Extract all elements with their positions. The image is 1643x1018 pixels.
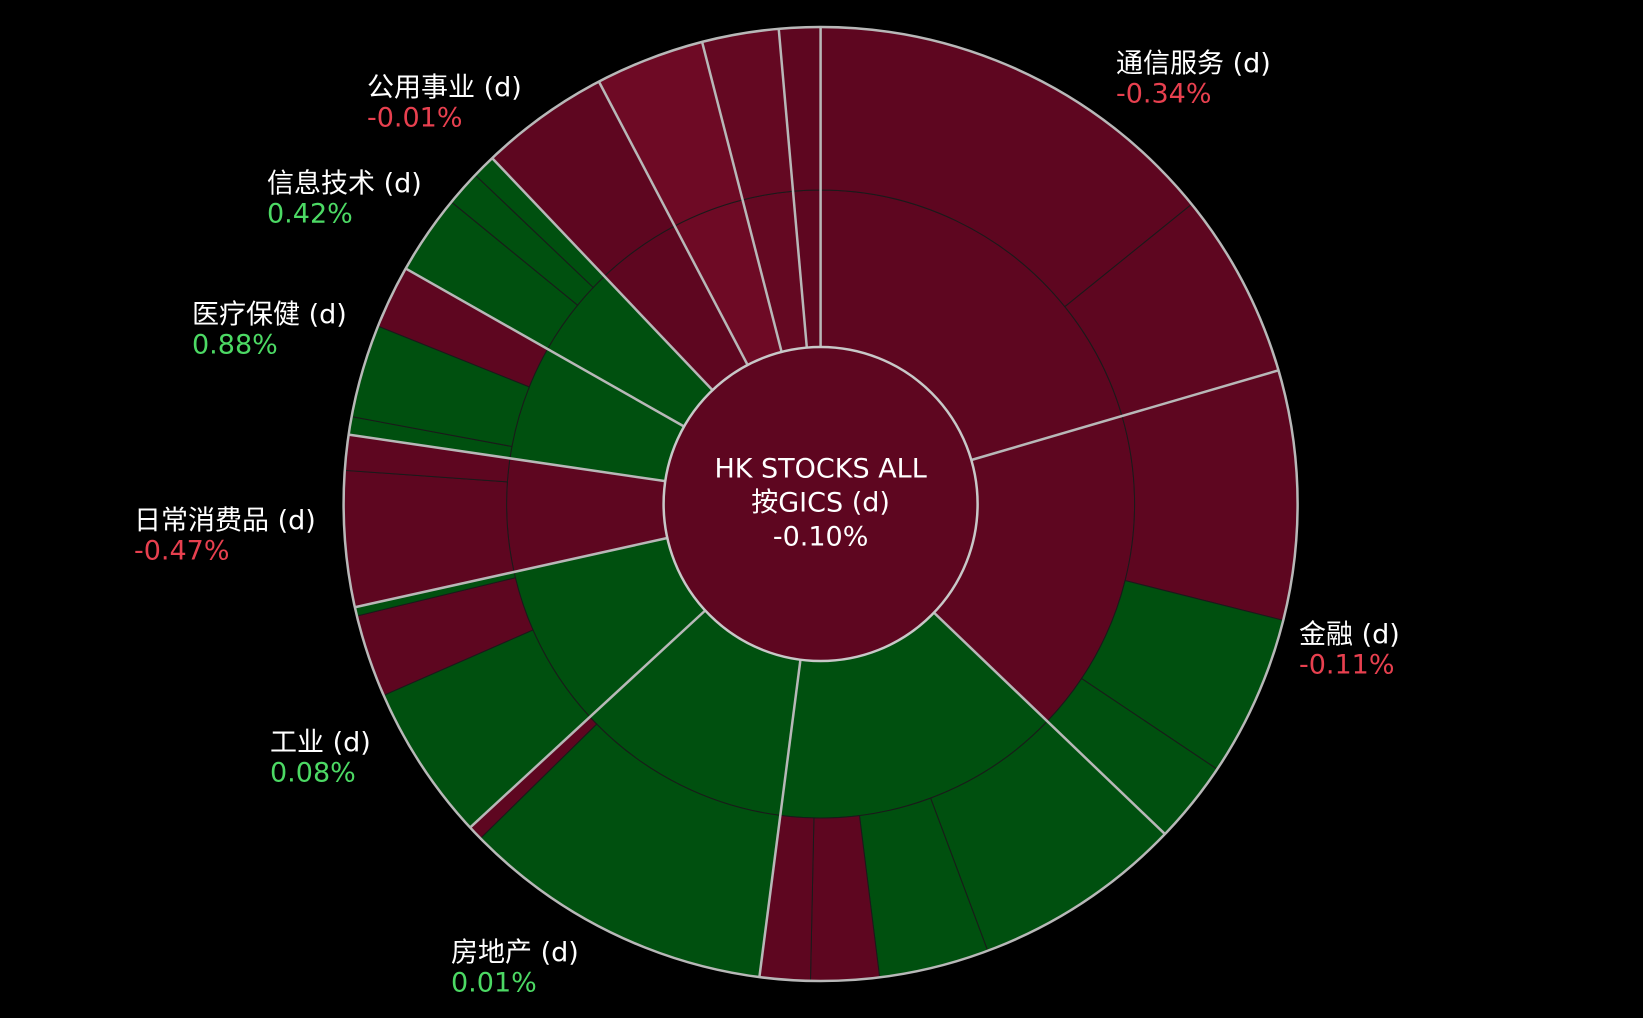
- center-change: -0.10%: [773, 522, 869, 553]
- sector-divider: [777, 28, 809, 348]
- sector-label: 通信服务 (d): [1116, 49, 1271, 80]
- sector-divider: [354, 536, 668, 609]
- sector-change: -0.11%: [1299, 650, 1395, 681]
- sector-divider: [469, 609, 707, 829]
- sector-change: 0.01%: [451, 968, 537, 999]
- center-title: HK STOCKS ALL: [714, 454, 926, 485]
- sector-change: -0.34%: [1116, 79, 1212, 110]
- sector-divider: [970, 369, 1279, 462]
- sector-divider: [933, 611, 1166, 835]
- sector-label: 日常消费品 (d): [134, 506, 316, 537]
- sector-change: 0.08%: [270, 758, 356, 789]
- sector-divider: [700, 41, 783, 353]
- sector-divider: [597, 81, 749, 366]
- sector-change: 0.42%: [267, 199, 353, 230]
- sector-change: -0.01%: [367, 103, 463, 134]
- sector-divider: [405, 267, 685, 428]
- sector-change: -0.47%: [134, 536, 230, 567]
- sector-label: 工业 (d): [270, 728, 371, 759]
- sector-divider: [758, 659, 802, 978]
- sector-label: 房地产 (d): [451, 938, 579, 969]
- sector-label: 医疗保健 (d): [192, 300, 347, 331]
- outer-ring: [342, 25, 1299, 983]
- sector-change: 0.88%: [192, 330, 278, 361]
- center-subtitle: 按GICS (d): [751, 488, 890, 519]
- center-circle: [662, 345, 979, 663]
- sector-label: 金融 (d): [1299, 620, 1400, 651]
- sector-divider: [348, 433, 666, 483]
- sector-label: 公用事业 (d): [367, 73, 522, 104]
- sector-divider: [491, 157, 714, 392]
- sector-label: 信息技术 (d): [267, 169, 422, 200]
